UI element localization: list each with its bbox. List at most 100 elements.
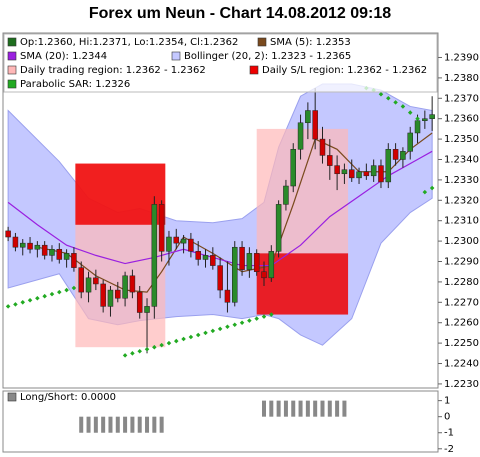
candle-body <box>283 185 289 205</box>
candle-body <box>334 165 340 175</box>
candle-body <box>429 114 435 119</box>
bar <box>86 416 91 433</box>
candle-body <box>115 289 121 299</box>
y-tick-label: 1.2250 <box>444 338 479 349</box>
candle-body <box>78 267 84 293</box>
bar <box>305 400 310 417</box>
plot-layer <box>5 83 435 358</box>
bar <box>335 400 340 417</box>
candle-body <box>305 110 311 124</box>
bar <box>313 400 318 417</box>
sar-dot <box>71 285 77 291</box>
candle-body <box>378 165 384 183</box>
candle-body <box>246 253 253 270</box>
y-tick-label: 1.2380 <box>444 73 479 84</box>
sar-dot <box>159 342 164 348</box>
candle-body <box>100 283 106 307</box>
candle-body <box>422 118 428 121</box>
region-box <box>256 128 349 254</box>
candle-body <box>327 155 333 166</box>
candle-body <box>297 122 304 150</box>
sar-dot <box>20 300 26 305</box>
legend-label: Long/Short: 0.0000 <box>20 392 116 403</box>
candle-body <box>180 238 187 244</box>
y-tick-label: 1.2370 <box>444 93 479 104</box>
candle-body <box>71 253 77 268</box>
candle-body <box>41 244 48 256</box>
sar-dot <box>261 314 267 319</box>
y-tick-label: 1.2290 <box>444 257 479 268</box>
bar <box>269 400 274 417</box>
bar <box>342 400 347 417</box>
candle-body <box>385 149 392 183</box>
bar <box>320 400 325 417</box>
legend-swatch <box>7 65 17 75</box>
legend-label: Op:1.2360, Hi:1.2371, Lo:1.2354, Cl:1.23… <box>20 37 238 48</box>
legend-swatch <box>7 37 17 47</box>
candle-body <box>49 249 55 256</box>
candle-body <box>129 275 136 293</box>
bar <box>145 416 150 433</box>
bar <box>291 400 296 417</box>
y-tick-label: 1.2360 <box>444 114 479 125</box>
sar-dot <box>210 328 216 334</box>
bar <box>108 416 113 433</box>
sar-dot <box>269 312 274 317</box>
sar-dot <box>49 291 55 297</box>
sar-dot <box>254 316 259 321</box>
candle-body <box>27 242 33 250</box>
y-tick-label: 1.2240 <box>444 359 479 370</box>
candle-body <box>370 165 377 177</box>
chart-title: Forex um Neun - Chart 14.08.2012 09:18 <box>89 5 391 22</box>
candle-body <box>19 242 26 248</box>
candle-body <box>144 306 150 313</box>
region-box <box>75 163 166 225</box>
y-tick-label: 1.2230 <box>444 379 479 390</box>
legend-label: Bollinger (20, 2): 1.2323 - 1.2365 <box>184 51 351 62</box>
sar-dot <box>188 334 194 340</box>
candle-body <box>166 236 172 252</box>
candle-body <box>173 236 180 244</box>
bar <box>283 400 288 417</box>
candle-body <box>151 204 158 307</box>
candle-body <box>407 132 413 152</box>
lower-plot-frame <box>2 390 439 453</box>
candle-body <box>319 138 326 156</box>
candle-body <box>363 171 370 177</box>
candle-body <box>224 289 231 303</box>
legend-swatch <box>7 392 17 402</box>
sar-dot <box>152 344 157 350</box>
candle-body <box>12 236 19 248</box>
bar <box>130 416 135 433</box>
indicator-line <box>7 150 433 267</box>
candle-body <box>195 251 201 260</box>
candle-body <box>63 253 70 260</box>
legend-label: Daily S/L region: 1.2362 - 1.2362 <box>262 65 427 76</box>
y-tick-label: 0 <box>444 412 450 423</box>
legend-label: SMA (5): 1.2353 <box>270 37 351 48</box>
y-tick-label: 1.2330 <box>444 175 479 186</box>
y-tick-label: 1.2390 <box>444 52 479 63</box>
candle-body <box>5 230 11 238</box>
candle-body <box>253 253 260 272</box>
candle-body <box>210 255 216 266</box>
bar <box>123 416 128 433</box>
y-tick-label: 1.2260 <box>444 318 479 329</box>
sar-dot <box>247 318 252 323</box>
y-tick-label: 1 <box>444 396 450 407</box>
sar-dot <box>407 110 413 115</box>
sar-dot <box>203 330 208 336</box>
legend-swatch <box>257 37 267 47</box>
sar-dot <box>239 320 245 325</box>
bar <box>79 416 84 433</box>
bar <box>159 416 164 433</box>
legend-label: Parabolic SAR: 1.2326 <box>20 79 130 90</box>
candle-body <box>341 169 348 175</box>
legend-label: SMA (20): 1.2344 <box>20 51 107 62</box>
bar <box>101 416 106 433</box>
legend-swatch <box>249 65 259 75</box>
candle-body <box>56 249 63 260</box>
bar <box>276 400 281 417</box>
